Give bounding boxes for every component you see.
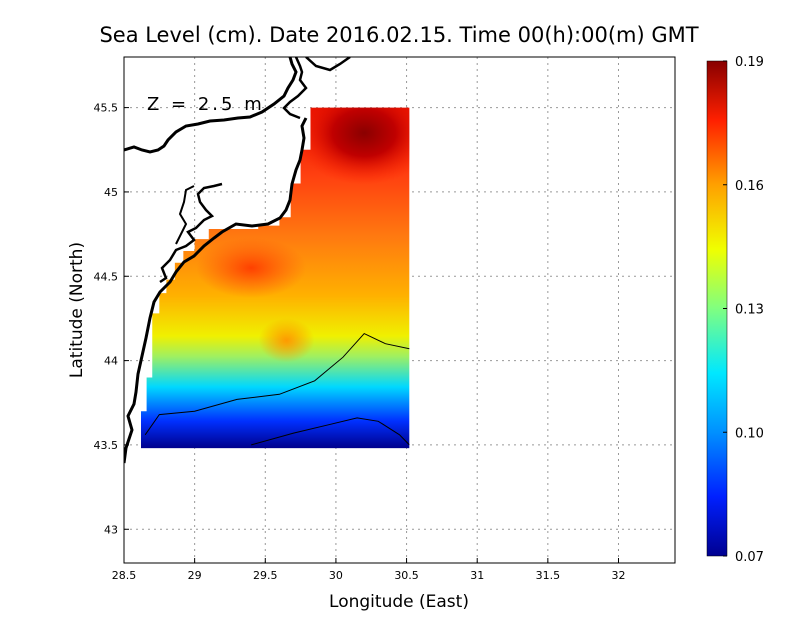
coastline-peninsula [305, 57, 351, 72]
x-tick-label: 32 [611, 569, 625, 582]
x-tick-label: 30 [329, 569, 343, 582]
contour-line-low [251, 417, 410, 446]
coastline-delta-arm [175, 185, 195, 245]
y-axis-ticks: 43 43.5 44 44.5 45 45.5 [94, 102, 129, 536]
coastline-delta [159, 182, 223, 284]
x-tick-label: 31 [470, 569, 484, 582]
x-axis-ticks: 28.5 29 29.5 30 30.5 31 31.5 32 [112, 558, 625, 582]
x-tick-label: 28.5 [112, 569, 137, 582]
y-tick-label: 43.5 [94, 439, 119, 452]
coastline-estuary [282, 57, 308, 120]
x-tick-label: 29.5 [253, 569, 278, 582]
y-tick-label: 44 [104, 355, 118, 368]
y-tick-label: 43 [104, 523, 118, 536]
colorbar-tick-label: 0.10 [735, 426, 764, 441]
colorbar-tick-label: 0.07 [735, 550, 764, 565]
field-cool-patch [258, 318, 315, 363]
x-tick-label: 31.5 [536, 569, 561, 582]
x-tick-label: 29 [188, 569, 202, 582]
y-tick-label: 45 [104, 186, 118, 199]
colorbar-ticks: 0.07 0.10 0.13 0.16 0.19 [723, 55, 764, 565]
depth-annotation: Z = 2.5 m [147, 94, 265, 115]
chart-title: Sea Level (cm). Date 2016.02.15. Time 00… [99, 23, 698, 47]
y-tick-label: 45.5 [94, 102, 119, 115]
coastline-north [124, 57, 298, 154]
y-tick-label: 44.5 [94, 270, 119, 283]
contour-line-mid [144, 332, 410, 436]
field-warm-patch [196, 237, 307, 298]
x-axis-title: Longitude (East) [329, 592, 469, 612]
coastline-west [124, 117, 308, 464]
colorbar-tick-label: 0.19 [735, 55, 764, 70]
field-maximum [294, 107, 410, 185]
plot-frame [123, 56, 676, 564]
y-axis-title: Latitude (North) [67, 242, 87, 378]
colorbar-tick-label: 0.13 [735, 303, 764, 318]
x-tick-label: 30.5 [394, 569, 419, 582]
colorbar-tick-label: 0.16 [735, 179, 764, 194]
coastline [124, 57, 351, 464]
